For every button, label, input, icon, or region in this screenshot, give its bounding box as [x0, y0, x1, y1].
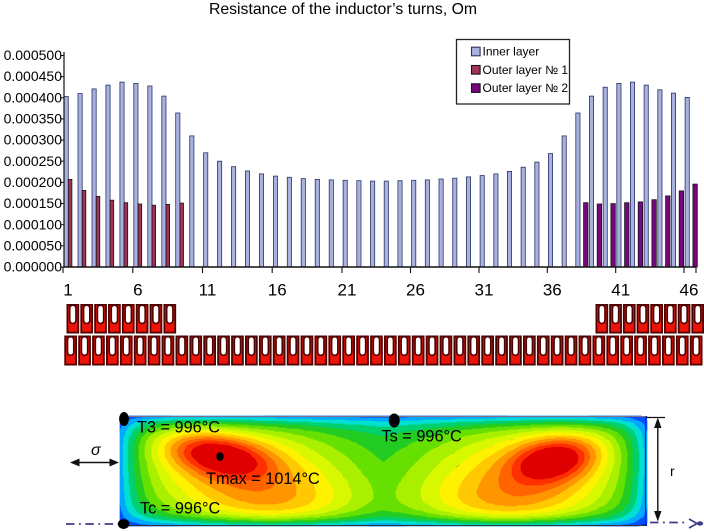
- svg-text:31: 31: [475, 281, 494, 300]
- svg-text:Inner layer: Inner layer: [483, 45, 540, 59]
- svg-text:36: 36: [543, 281, 562, 300]
- svg-text:26: 26: [406, 281, 425, 300]
- svg-text:r: r: [670, 463, 675, 479]
- svg-text:0.000400: 0.000400: [4, 89, 63, 105]
- svg-text:46: 46: [680, 281, 699, 300]
- svg-text:0.000300: 0.000300: [4, 132, 63, 148]
- svg-text:0.000250: 0.000250: [4, 153, 63, 169]
- svg-text:0.000050: 0.000050: [4, 237, 63, 253]
- svg-text:16: 16: [268, 281, 287, 300]
- svg-text:Outer layer № 1: Outer layer № 1: [483, 63, 569, 77]
- svg-text:T3 = 996°C: T3 = 996°C: [137, 419, 220, 437]
- svg-text:0.000000: 0.000000: [4, 259, 63, 275]
- svg-text:41: 41: [611, 281, 630, 300]
- svg-text:0.000100: 0.000100: [4, 216, 63, 232]
- svg-text:11: 11: [199, 281, 217, 300]
- svg-text:Ts = 996°C: Ts = 996°C: [382, 428, 463, 446]
- svg-text:0.000350: 0.000350: [4, 111, 63, 127]
- svg-text:0.000200: 0.000200: [4, 174, 63, 190]
- svg-text:Tmax = 1014°C: Tmax = 1014°C: [206, 470, 320, 488]
- svg-text:6: 6: [133, 281, 142, 300]
- svg-text:0.000150: 0.000150: [4, 195, 63, 211]
- svg-text:0.000500: 0.000500: [4, 47, 63, 63]
- svg-text:0.000450: 0.000450: [4, 68, 63, 84]
- svg-text:σ: σ: [91, 442, 102, 459]
- svg-text:Resistance of the inductor’s t: Resistance of the inductor’s turns, Om: [209, 1, 477, 18]
- svg-text:1: 1: [63, 281, 72, 300]
- svg-text:21: 21: [338, 281, 357, 300]
- svg-text:Outer layer № 2: Outer layer № 2: [483, 81, 569, 95]
- svg-text:Tc = 996°C: Tc = 996°C: [140, 500, 221, 518]
